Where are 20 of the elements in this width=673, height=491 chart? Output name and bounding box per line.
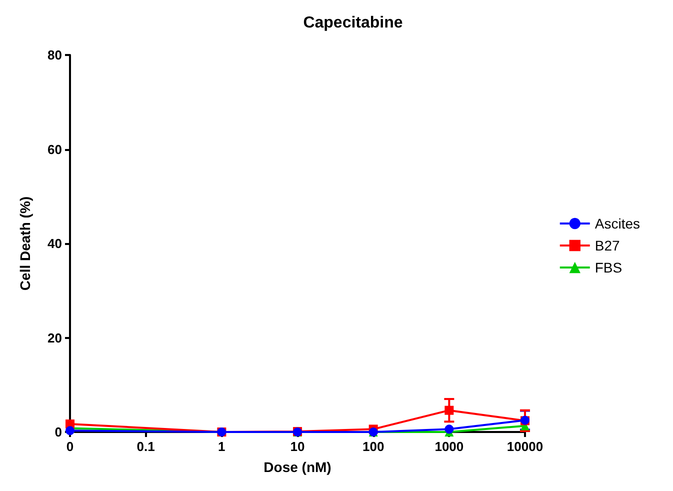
y-tick-label: 40 bbox=[48, 236, 62, 251]
legend-label: FBS bbox=[594, 260, 622, 276]
point bbox=[444, 406, 454, 415]
y-tick-label: 60 bbox=[48, 142, 62, 157]
x-tick-label: 1 bbox=[218, 439, 226, 454]
y-tick-label: 80 bbox=[48, 48, 62, 62]
point bbox=[444, 424, 454, 434]
x-tick-label: 10000 bbox=[506, 439, 544, 454]
x-tick-label: 0 bbox=[66, 439, 74, 454]
x-tick-label: 0.1 bbox=[136, 439, 155, 454]
x-axis-title: Dose (nM) bbox=[264, 459, 332, 475]
chart-title: Capecitabine bbox=[303, 14, 403, 32]
y-tick-label: 20 bbox=[48, 330, 62, 346]
legend-label: Ascites bbox=[594, 216, 640, 232]
y-tick-label: 0 bbox=[54, 424, 62, 440]
x-tick-label: 10 bbox=[290, 439, 305, 454]
x-tick-label: 100 bbox=[362, 439, 384, 454]
x-tick-label: 1000 bbox=[434, 439, 464, 454]
legend-label: B27 bbox=[594, 238, 620, 254]
y-axis-title: Cell Death (%) bbox=[17, 196, 33, 291]
